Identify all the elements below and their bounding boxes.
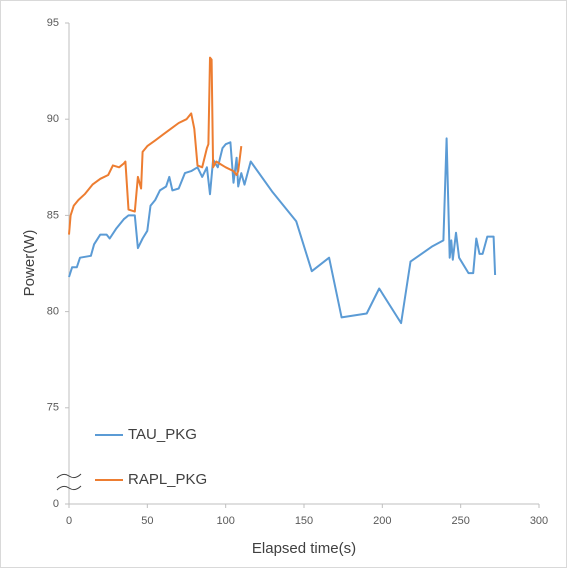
- data-line: [68, 137, 497, 325]
- y-tick-label: 75: [47, 402, 59, 414]
- x-tick-label: 150: [295, 515, 313, 527]
- legend-label: RAPL_PKG: [128, 471, 207, 488]
- y-tick-label: 85: [47, 209, 59, 221]
- y-tick-label: 90: [47, 113, 59, 125]
- legend-label: TAU_PKG: [128, 426, 197, 443]
- x-tick-label: 300: [530, 515, 548, 527]
- x-axis-title: Elapsed time(s): [252, 540, 356, 557]
- y-tick-label: 80: [47, 306, 59, 318]
- axis-break-mark: [56, 473, 82, 491]
- y-tick-label: 95: [47, 17, 59, 29]
- x-tick-label: 0: [66, 515, 72, 527]
- x-tick-label: 100: [216, 515, 234, 527]
- x-tick-label: 250: [451, 515, 469, 527]
- x-tick-label: 200: [373, 515, 391, 527]
- x-tick-label: 50: [141, 515, 153, 527]
- y-axis-title: Power(W): [21, 230, 38, 297]
- data-line: [68, 56, 243, 235]
- y-tick-label: 0: [53, 498, 59, 510]
